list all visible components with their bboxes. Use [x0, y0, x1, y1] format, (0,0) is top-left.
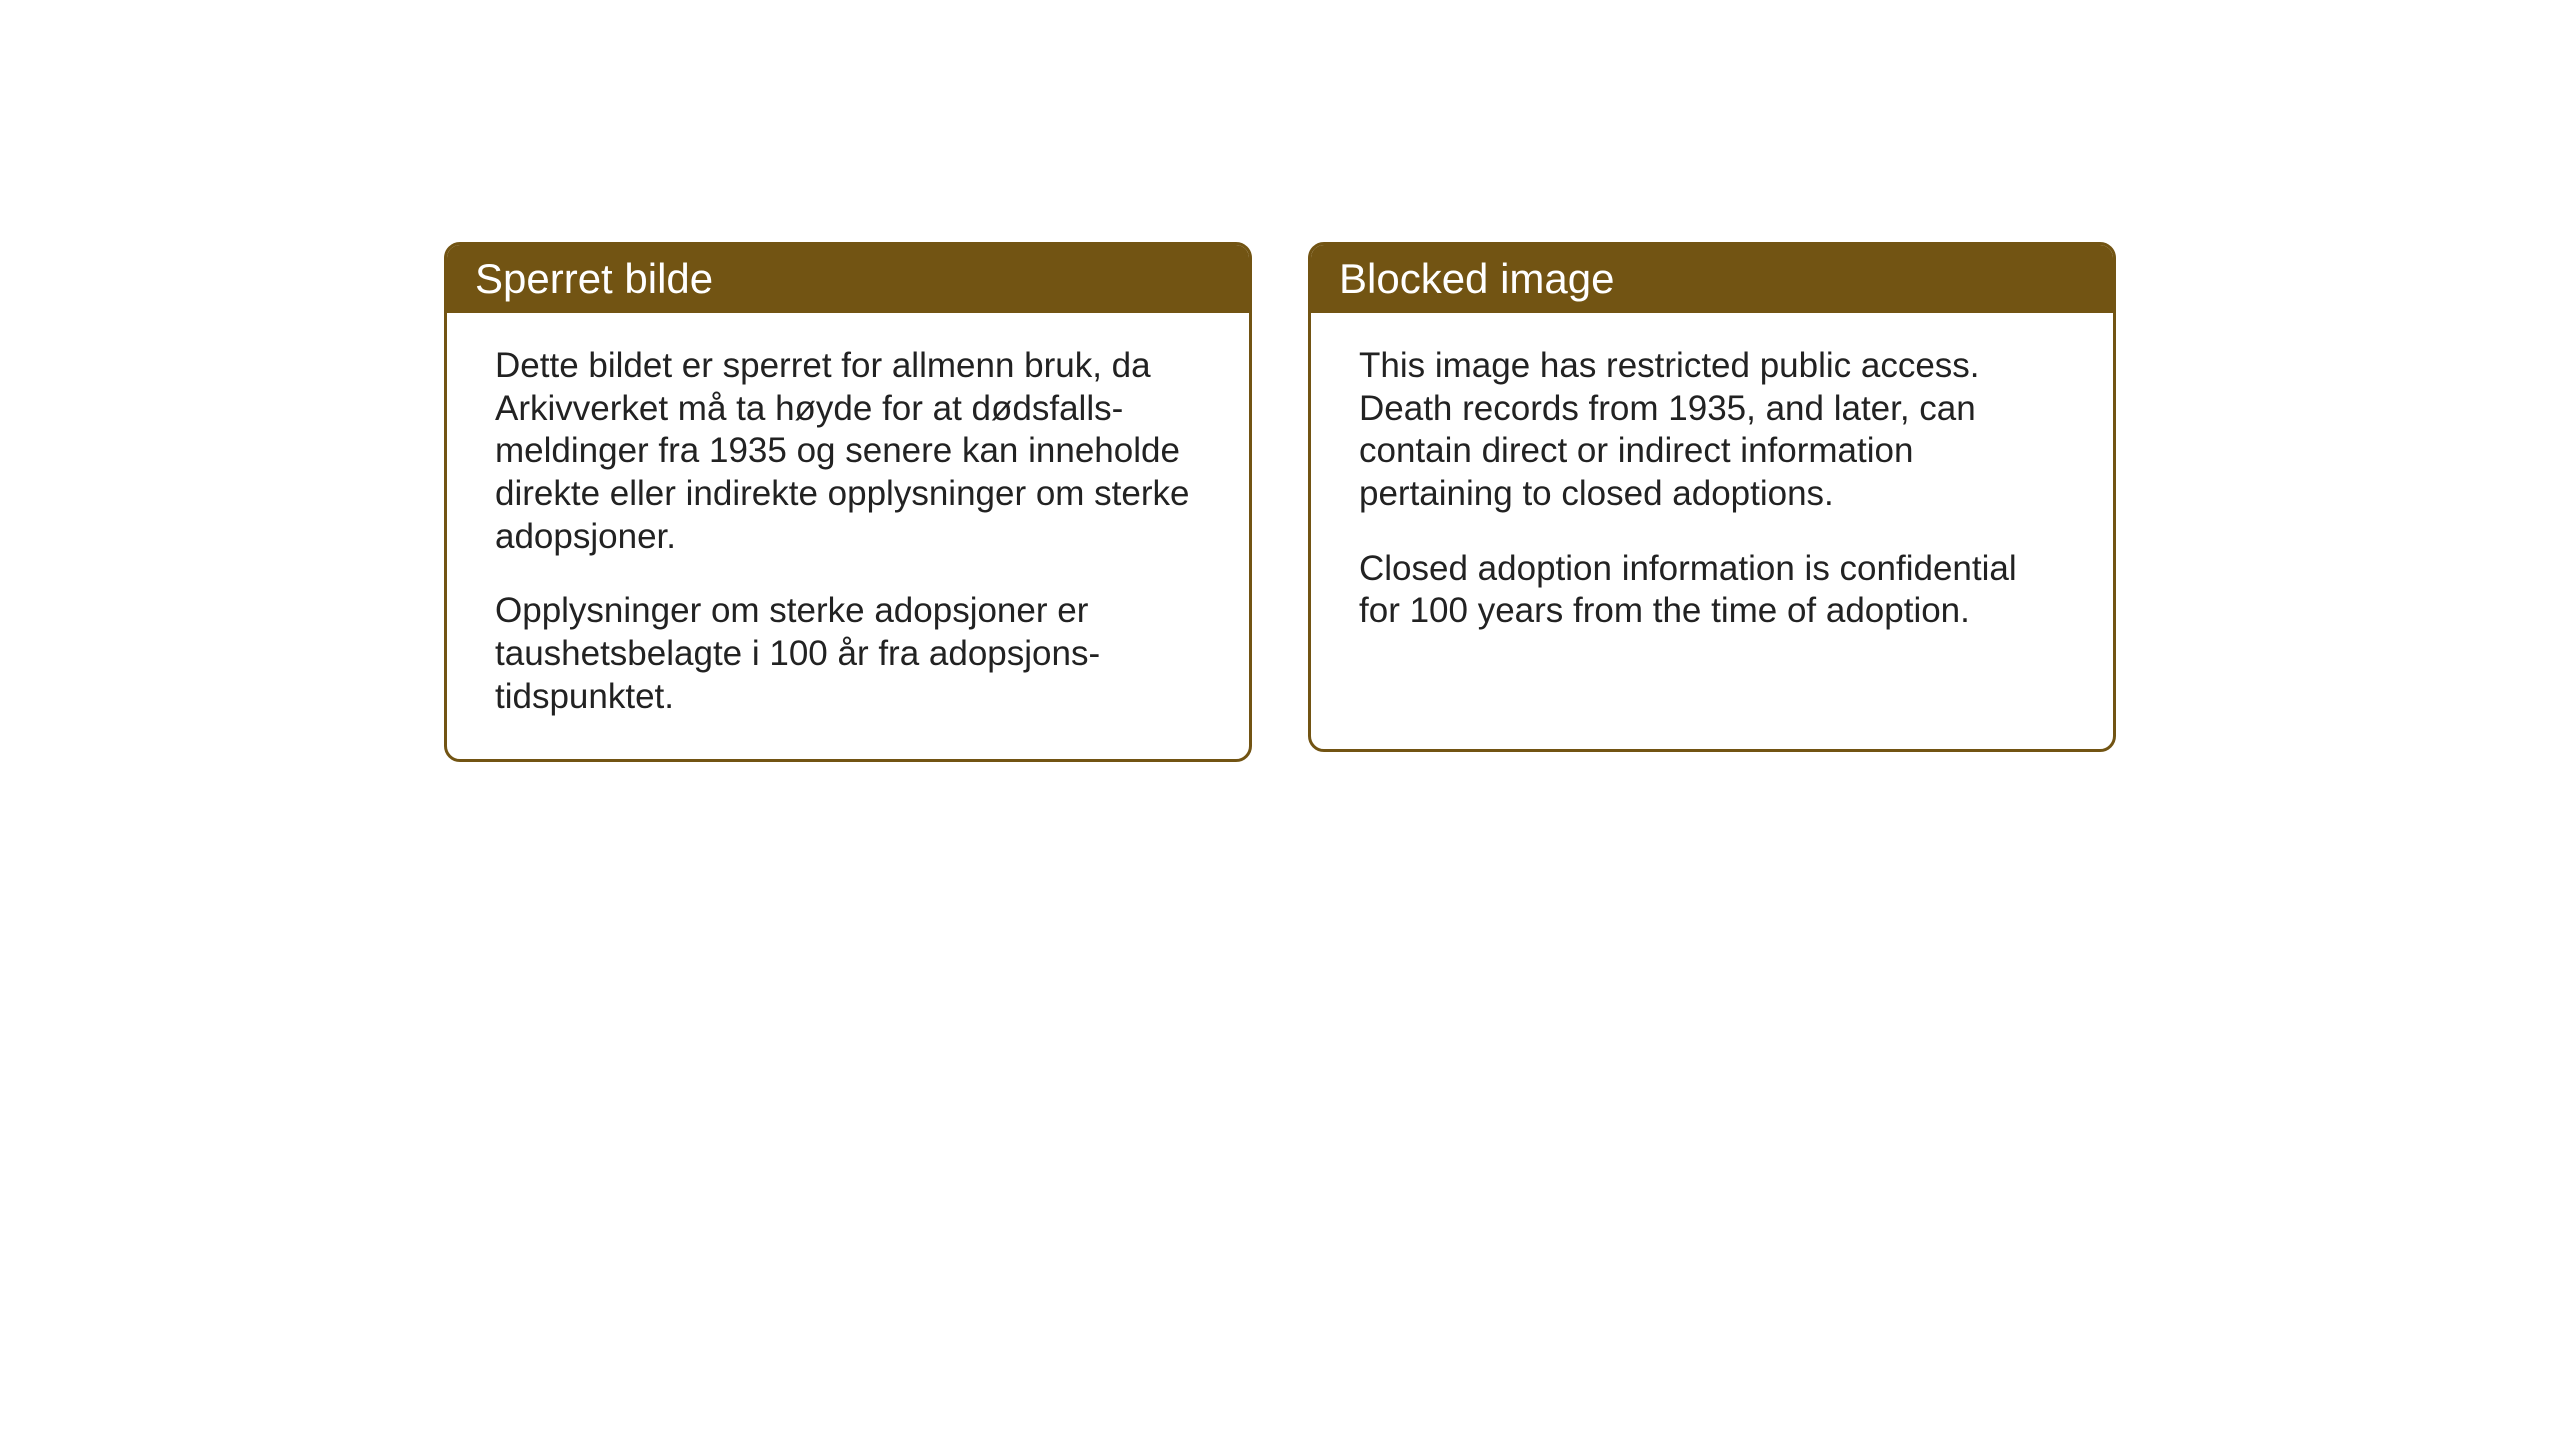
- english-card-header: Blocked image: [1311, 245, 2113, 313]
- norwegian-card-body: Dette bildet er sperret for allmenn bruk…: [447, 313, 1249, 759]
- norwegian-card-header: Sperret bilde: [447, 245, 1249, 313]
- english-title: Blocked image: [1339, 255, 1614, 302]
- norwegian-card: Sperret bilde Dette bildet er sperret fo…: [444, 242, 1252, 762]
- english-paragraph-2: Closed adoption information is confident…: [1359, 548, 2065, 633]
- english-card: Blocked image This image has restricted …: [1308, 242, 2116, 752]
- norwegian-title: Sperret bilde: [475, 255, 713, 302]
- english-paragraph-1: This image has restricted public access.…: [1359, 345, 2065, 516]
- english-card-body: This image has restricted public access.…: [1311, 313, 2113, 673]
- norwegian-paragraph-1: Dette bildet er sperret for allmenn bruk…: [495, 345, 1201, 558]
- norwegian-paragraph-2: Opplysninger om sterke adopsjoner er tau…: [495, 590, 1201, 718]
- cards-container: Sperret bilde Dette bildet er sperret fo…: [444, 242, 2116, 762]
